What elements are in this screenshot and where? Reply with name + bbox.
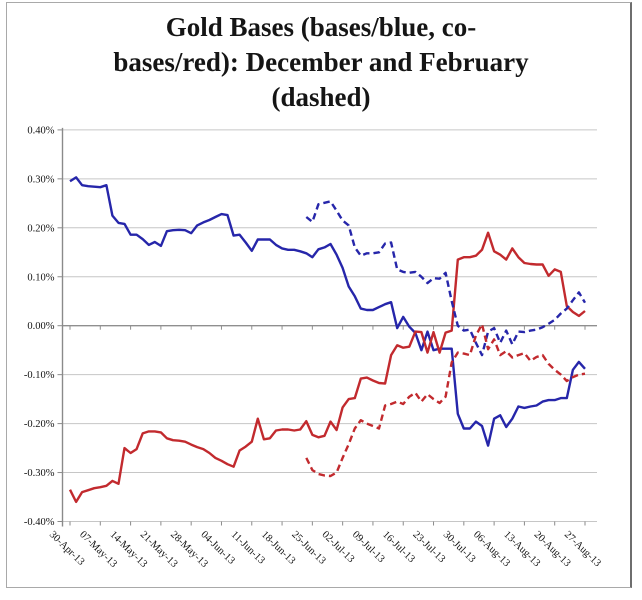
y-axis-label: 0.30% bbox=[27, 174, 54, 185]
x-axis-label: 30-Jul-13 bbox=[441, 529, 478, 565]
y-axis-label: -0.20% bbox=[24, 419, 55, 430]
y-axis-label: -0.40% bbox=[24, 517, 55, 528]
x-axis-label: 23-Jul-13 bbox=[410, 529, 447, 565]
series-february-basis bbox=[305, 200, 587, 357]
data-series bbox=[68, 176, 587, 504]
x-axis-label: 09-Jul-13 bbox=[350, 529, 387, 565]
chart-title-line: bases/red): December and February bbox=[113, 47, 529, 77]
y-axis-label: 0.10% bbox=[27, 272, 54, 283]
chart-title: Gold Bases (bases/blue, co-bases/red): D… bbox=[71, 10, 571, 115]
x-axis-label: 16-Jul-13 bbox=[380, 529, 417, 565]
y-axis-label: 0.20% bbox=[27, 223, 54, 234]
chart-title-line: Gold Bases (bases/blue, co- bbox=[165, 12, 477, 42]
series-december-basis bbox=[69, 176, 586, 447]
grid-and-axes bbox=[57, 127, 597, 527]
y-axis-label: 0.40% bbox=[27, 125, 54, 136]
y-axis-label: -0.30% bbox=[24, 468, 55, 479]
series-february-cobasis bbox=[305, 323, 586, 478]
series-december-cobasis bbox=[68, 231, 586, 504]
axis-labels: 0.40% 0.30% 0.20% 0.10% 0.00% -0.10% -0.20% -0.… bbox=[24, 125, 603, 570]
y-axis-label: -0.10% bbox=[24, 370, 55, 381]
y-axis-label: 0.00% bbox=[27, 321, 54, 332]
chart-title-line: (dashed) bbox=[271, 82, 371, 112]
